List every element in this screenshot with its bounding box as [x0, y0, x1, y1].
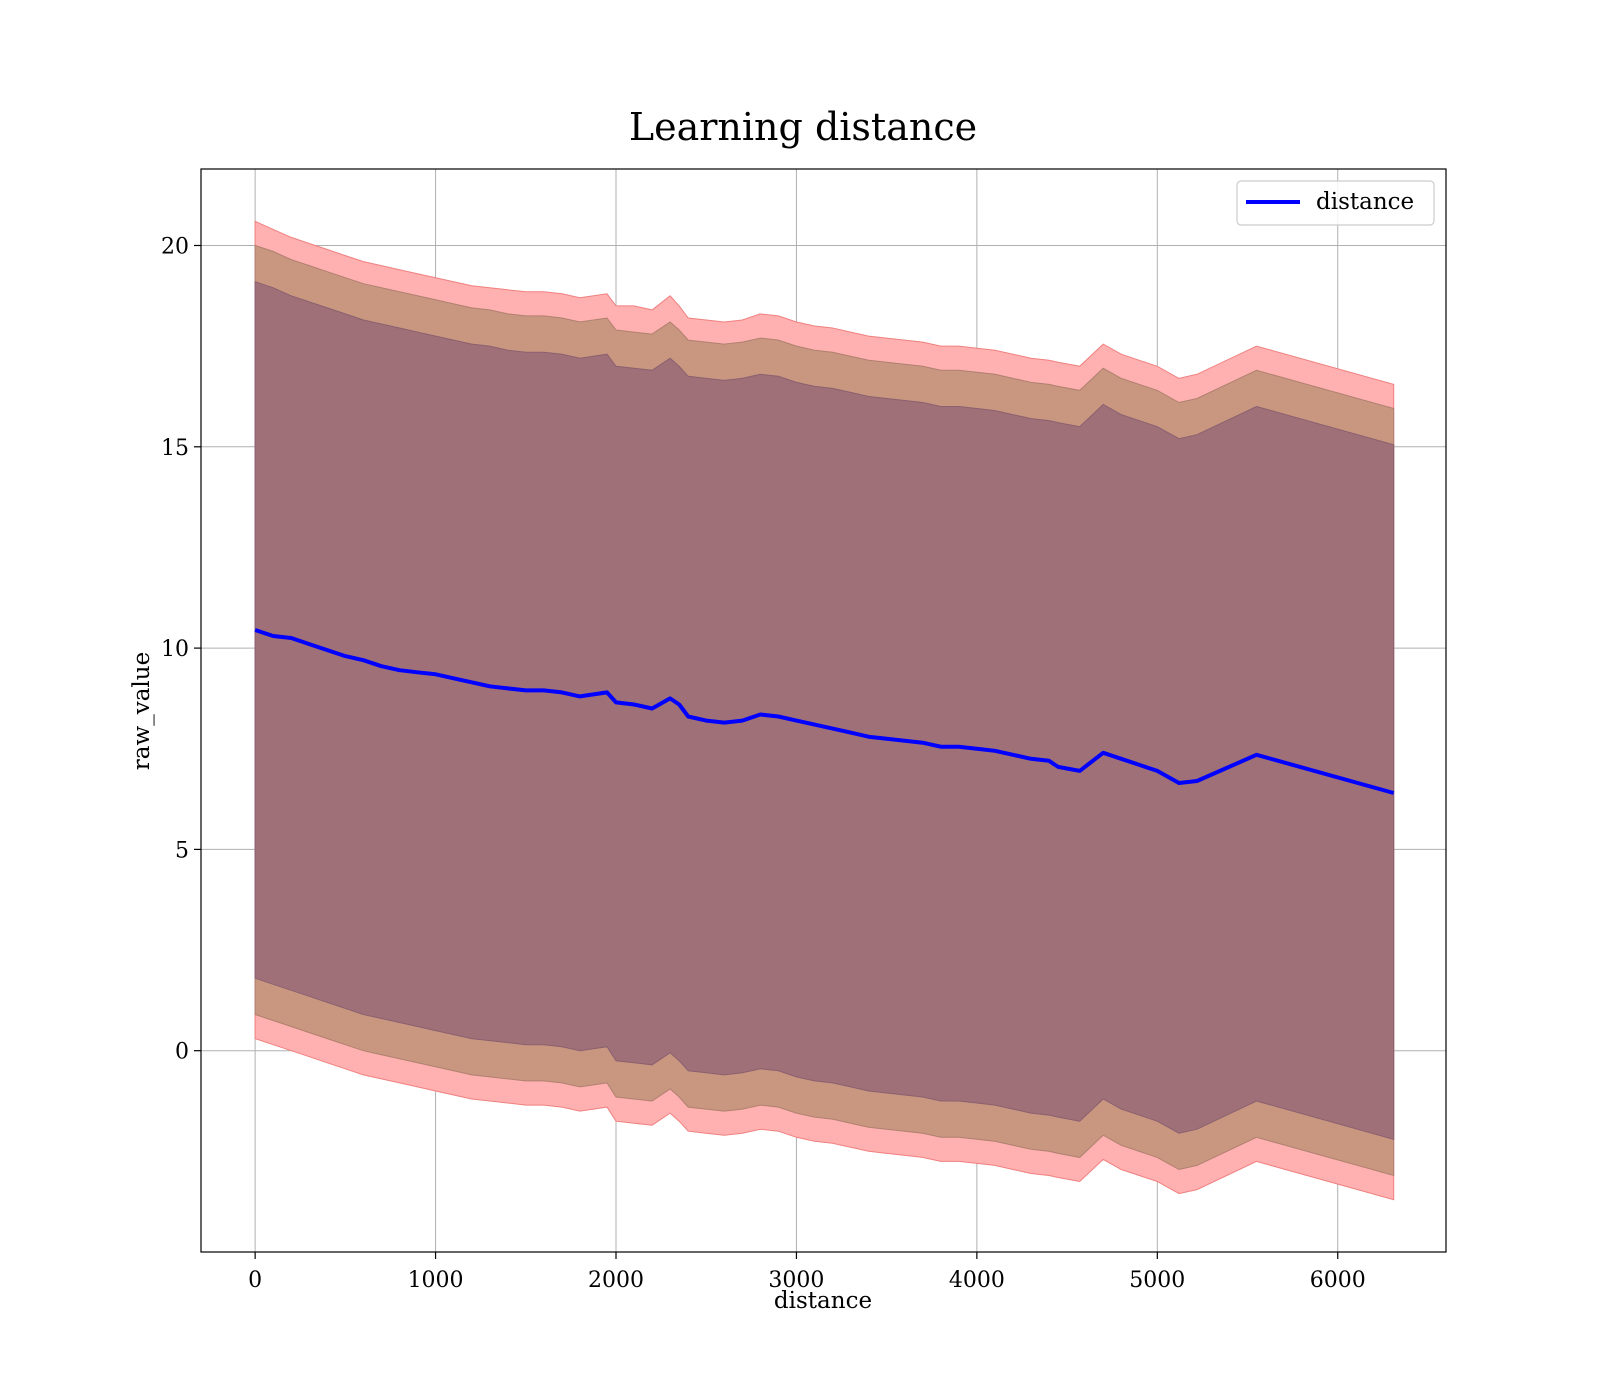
y-axis-ticks: 0 5 10 15 20: [161, 234, 201, 1065]
x-tick-label: 1000: [408, 1268, 464, 1293]
series-line-distance: [254, 628, 1395, 795]
y-tick-label: 10: [161, 637, 189, 662]
legend: distance: [1236, 180, 1435, 226]
band-inner: [254, 281, 1395, 1140]
x-axis-ticks: 0 1000 2000 3000 4000 5000 6000: [248, 1252, 1366, 1293]
y-tick-label: 5: [175, 838, 189, 863]
x-tick-label: 6000: [1310, 1268, 1366, 1293]
x-tick-label: 5000: [1129, 1268, 1185, 1293]
y-tick-label: 0: [175, 1040, 189, 1065]
y-axis-label: raw_value: [129, 652, 155, 770]
x-tick-label: 2000: [588, 1268, 644, 1293]
x-tick-label: 0: [248, 1268, 262, 1293]
x-tick-label: 3000: [768, 1268, 824, 1293]
chart-title: Learning distance: [629, 105, 977, 149]
x-tick-label: 4000: [949, 1268, 1005, 1293]
confidence-bands: [254, 220, 1395, 1201]
y-tick-label: 20: [161, 234, 189, 259]
legend-label-distance: distance: [1316, 189, 1414, 215]
series-lines: [254, 628, 1395, 795]
plot-frame: [200, 168, 1447, 1253]
y-tick-label: 15: [161, 436, 189, 461]
legend-box: [1236, 180, 1435, 226]
x-axis-label: distance: [774, 1288, 872, 1314]
